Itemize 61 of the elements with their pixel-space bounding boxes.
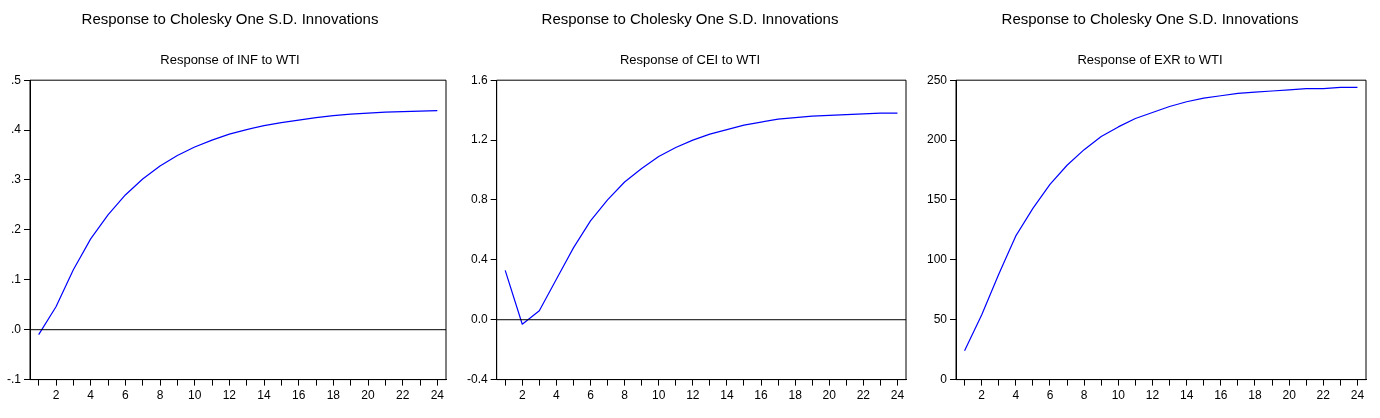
y-tick-label: 150 (926, 192, 948, 207)
y-tick-label: 0.8 (470, 192, 488, 207)
y-tick-label: .2 (10, 222, 22, 237)
chart-title: Response to Cholesky One S.D. Innovations (1000, 10, 1300, 29)
x-tick-label: 20 (361, 388, 375, 403)
y-tick-label: .5 (10, 72, 22, 87)
x-tick-label: 14 (1179, 388, 1194, 403)
x-tick-label: 14 (257, 388, 271, 403)
y-tick-label: 50 (933, 312, 948, 327)
x-tick-label: 10 (652, 388, 666, 403)
x-tick-label: 4 (87, 388, 95, 403)
chart-title: Response to Cholesky One S.D. Innovations (80, 10, 380, 29)
x-tick-label: 8 (1080, 388, 1088, 403)
x-tick-label: 14 (720, 388, 734, 403)
x-tick-label: 2 (978, 388, 986, 403)
x-tick-label: 24 (890, 388, 905, 403)
x-tick-label: 12 (686, 388, 700, 403)
x-tick-label: 22 (856, 388, 871, 403)
x-tick-label: 24 (430, 388, 445, 403)
y-tick-label: 100 (926, 252, 948, 267)
x-tick-label: 6 (1046, 388, 1054, 403)
x-tick-label: 4 (1012, 388, 1020, 403)
chart-subtitle: Response of EXR to WTI (1076, 52, 1224, 69)
chart-subtitle: Response of INF to WTI (159, 52, 301, 69)
x-tick-label: 10 (187, 388, 202, 403)
y-tick-label: 250 (926, 72, 948, 87)
x-tick-label: 18 (326, 388, 341, 403)
y-tick-label: -0.4 (466, 371, 488, 386)
y-tick-label: 0.0 (470, 312, 488, 327)
x-tick-label: 22 (1316, 388, 1331, 403)
y-tick-label: -.1 (6, 371, 22, 386)
x-tick-label: 2 (518, 388, 526, 403)
y-tick-label: 200 (926, 132, 948, 147)
y-tick-label: 0 (940, 371, 948, 386)
x-tick-label: 24 (1350, 388, 1365, 403)
y-tick-label: 1.2 (470, 132, 488, 147)
chart-title: Response to Cholesky One S.D. Innovations (540, 10, 840, 29)
x-tick-label: 4 (553, 388, 561, 403)
x-tick-label: 2 (52, 388, 60, 403)
x-tick-label: 6 (587, 388, 595, 403)
x-tick-label: 18 (1248, 388, 1262, 403)
x-tick-label: 20 (822, 388, 837, 403)
x-tick-label: 16 (291, 388, 306, 403)
x-tick-label: 6 (121, 388, 129, 403)
x-tick-label: 12 (1145, 388, 1160, 403)
y-tick-label: 0.4 (470, 252, 488, 267)
x-tick-label: 16 (754, 388, 769, 403)
x-tick-label: 8 (621, 388, 629, 403)
x-tick-label: 18 (788, 388, 803, 403)
y-tick-label: 1.6 (470, 72, 488, 87)
x-tick-label: 22 (395, 388, 410, 403)
chart-subtitle: Response of CEI to WTI (618, 52, 762, 69)
y-tick-label: .3 (10, 172, 22, 187)
x-tick-label: 16 (1214, 388, 1228, 403)
y-tick-label: .0 (10, 322, 22, 337)
y-tick-label: .1 (10, 272, 22, 287)
x-tick-label: 10 (1111, 388, 1126, 403)
y-tick-label: .4 (10, 122, 22, 137)
x-tick-label: 8 (156, 388, 164, 403)
x-tick-label: 20 (1282, 388, 1297, 403)
x-tick-label: 12 (222, 388, 237, 403)
